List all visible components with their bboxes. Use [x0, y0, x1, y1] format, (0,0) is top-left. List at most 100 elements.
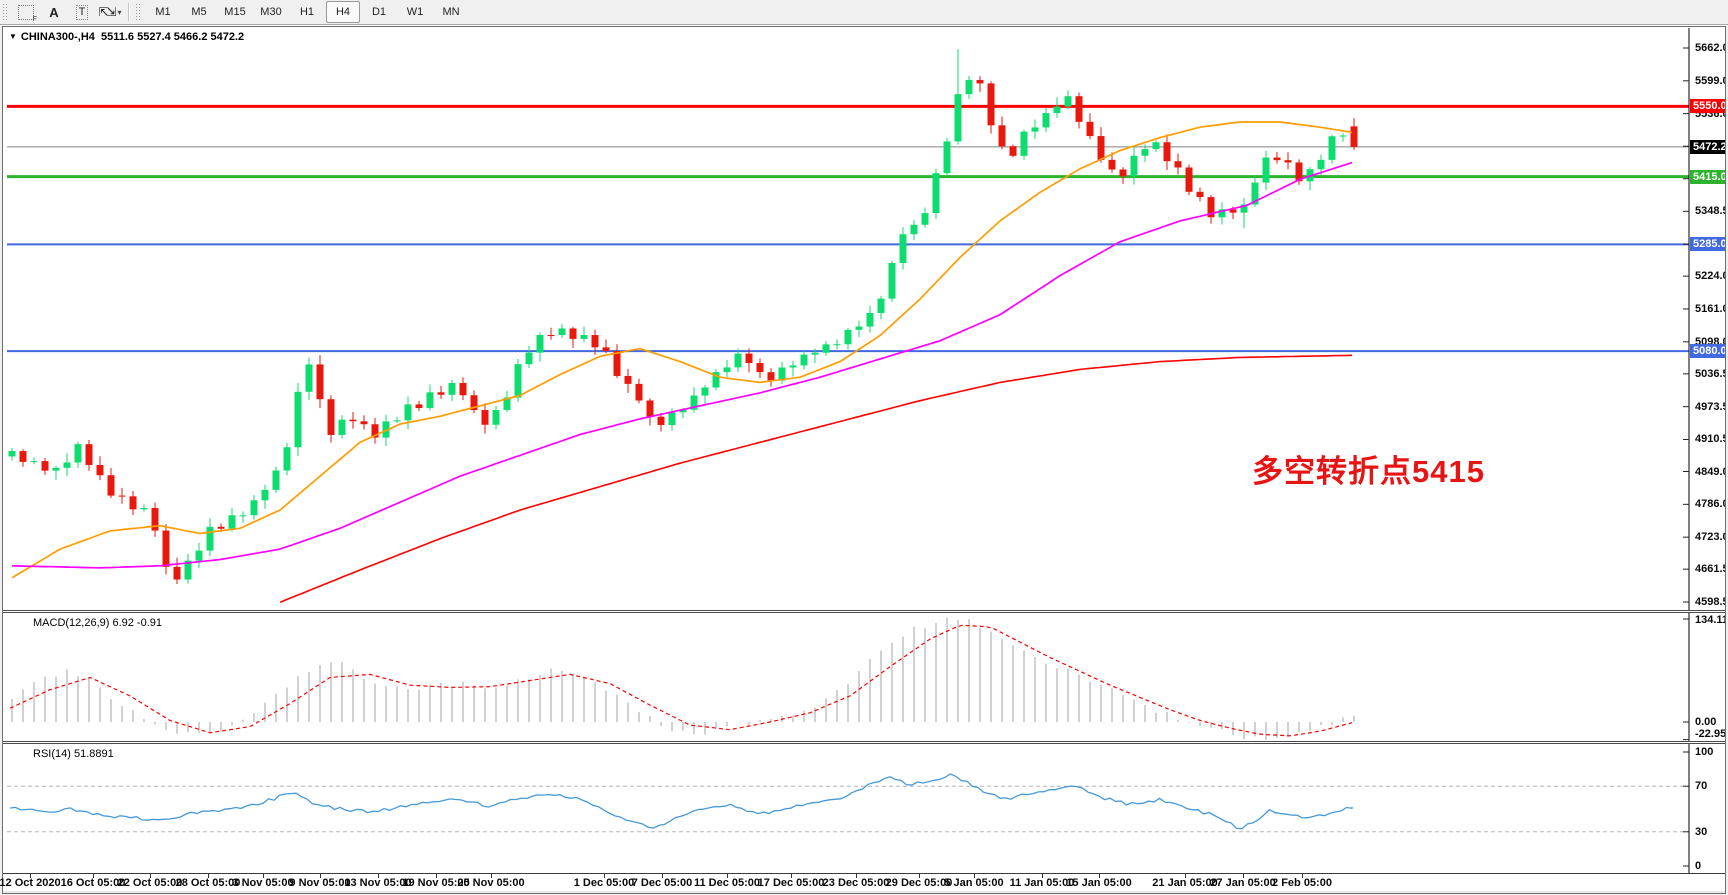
- time-axis-tick: [974, 874, 975, 878]
- price-chart-canvas[interactable]: [3, 28, 1691, 610]
- time-axis-tick: [604, 874, 605, 878]
- rsi-canvas[interactable]: [3, 744, 1691, 873]
- text-label-icon: A: [49, 4, 59, 20]
- time-axis-label: 22 Oct 05:00: [117, 877, 183, 889]
- timeframe-button-m1[interactable]: M1: [155, 6, 171, 18]
- current-price-badge: 5472.2: [1690, 139, 1725, 154]
- time-axis-tick: [1099, 874, 1100, 878]
- axis-tick-label: 4723.0: [1695, 531, 1725, 544]
- time-axis-tick: [856, 874, 857, 878]
- pane-splitter-2[interactable]: [3, 741, 1725, 744]
- time-axis-label: 1 Dec 05:00: [573, 877, 635, 889]
- text-box-button[interactable]: T: [69, 1, 95, 23]
- time-axis-label: 23 Dec 05:00: [822, 877, 890, 889]
- chevron-down-icon: ▼: [9, 32, 17, 41]
- timeframe-button-group: M1 M5 M15 M30 H1 H4 D1 W1 MN: [145, 1, 469, 23]
- macd-pane[interactable]: MACD(12,26,9) 6.92 -0.91 134.11 0.00 -22.9…: [3, 613, 1725, 741]
- time-axis-label: 3 Nov 05:00: [232, 877, 294, 889]
- time-axis-tick: [1243, 874, 1244, 878]
- time-axis-label: 27 Jan 05:00: [1210, 877, 1276, 889]
- time-axis-tick: [320, 874, 321, 878]
- axis-tick-label: 4598.5: [1695, 596, 1725, 608]
- time-axis-tick: [1302, 874, 1303, 878]
- axis-tick-label: 5662.0: [1695, 42, 1725, 54]
- timeframe-button-m30[interactable]: M30: [260, 6, 282, 18]
- time-axis-tick: [1185, 874, 1186, 878]
- axis-tick-label: 134.11: [1695, 614, 1725, 626]
- text-annotation[interactable]: 多空转折点5415: [1252, 454, 1485, 489]
- toolbar-grip-handle[interactable]: [2, 3, 9, 21]
- time-axis-tick: [662, 874, 663, 878]
- level-price-badge: 5080.0: [1690, 344, 1725, 359]
- time-axis-label: 15 Jan 05:00: [1066, 877, 1132, 889]
- axis-tick-label: 5224.0: [1695, 270, 1725, 283]
- axis-tick-label: 4910.5: [1695, 433, 1725, 446]
- pane-splitter[interactable]: [3, 610, 1725, 613]
- axis-tick-label: 70: [1695, 780, 1708, 793]
- time-axis[interactable]: 12 Oct 2020 16 Oct 05:00 22 Oct 05:00 28 Oc…: [0, 873, 1725, 892]
- time-axis-label: 2 Feb 05:00: [1272, 877, 1332, 889]
- text-label-button[interactable]: A: [41, 1, 67, 23]
- axis-tick-label: 4661.5: [1695, 563, 1725, 576]
- chart-legend[interactable]: ▼ CHINA300-,H4 5511.6 5527.4 5466.2 5472.…: [9, 31, 244, 43]
- time-axis-label: 28 Oct 05:00: [175, 877, 241, 889]
- time-axis-label: 5 Jan 05:00: [944, 877, 1004, 889]
- level-price-badge: 5415.0: [1690, 169, 1725, 184]
- time-axis-label: 11 Jan 05:00: [1009, 877, 1075, 889]
- rsi-label: RSI(14) 51.8891: [33, 748, 114, 760]
- time-axis-label: 12 Oct 2020: [0, 877, 61, 889]
- time-axis-label: 16 Oct 05:00: [60, 877, 126, 889]
- time-axis-label: 7 Dec 05:00: [631, 877, 693, 889]
- rsi-pane[interactable]: RSI(14) 51.8891 100 70 30 0: [3, 744, 1725, 873]
- time-axis-label: 21 Jan 05:00: [1152, 877, 1218, 889]
- time-axis-tick: [150, 874, 151, 878]
- time-axis-tick: [919, 874, 920, 878]
- axis-tick-label: 0: [1695, 860, 1702, 872]
- time-axis-tick: [208, 874, 209, 878]
- level-price-badge: 5550.0: [1690, 99, 1725, 114]
- bottom-strip: [3, 891, 1725, 893]
- level-price-badge: 5285.0: [1690, 237, 1725, 252]
- price-pane[interactable]: ▼ CHINA300-,H4 5511.6 5527.4 5466.2 5472.…: [3, 28, 1725, 610]
- axis-tick-label: 4849.0: [1695, 465, 1725, 478]
- time-axis-label: 29 Dec 05:00: [885, 877, 953, 889]
- timeframe-button-mn[interactable]: MN: [442, 6, 460, 18]
- toolbar: F A T ⇱⇲ ▾ M1 M5 M15 M30 H1 H4 D1 W1 MN: [0, 0, 1728, 25]
- toolbar-separator: [128, 3, 129, 21]
- axis-tick-label: 4786.0: [1695, 498, 1725, 511]
- axis-tick-label: 5599.0: [1695, 74, 1725, 87]
- timeframe-button-m5[interactable]: M5: [191, 6, 207, 18]
- time-axis-tick: [791, 874, 792, 878]
- timeframe-button-m15[interactable]: M15: [224, 6, 246, 18]
- time-axis-label: 17 Dec 05:00: [757, 877, 825, 889]
- snap-grid-button[interactable]: F: [13, 1, 39, 23]
- timeframe-button-h4[interactable]: H4: [326, 1, 360, 23]
- time-axis-tick: [1042, 874, 1043, 878]
- time-axis-tick: [30, 874, 31, 878]
- time-axis-tick: [378, 874, 379, 878]
- timeframe-button-d1[interactable]: D1: [371, 6, 387, 18]
- timeframe-button-w1[interactable]: W1: [406, 6, 424, 18]
- time-axis-tick: [93, 874, 94, 878]
- axis-tick-label: 0.00: [1695, 716, 1717, 728]
- axis-tick-label: 5036.5: [1695, 367, 1725, 380]
- macd-canvas[interactable]: [3, 613, 1691, 741]
- legend-symbol: CHINA300-,H4: [20, 31, 95, 43]
- toolbar-grip-handle-2[interactable]: [135, 3, 142, 21]
- time-axis-label: 13 Nov 05:00: [344, 877, 412, 889]
- macd-label: MACD(12,26,9) 6.92 -0.91: [33, 617, 163, 629]
- chart-window: ▼ CHINA300-,H4 5511.6 5527.4 5466.2 5472.…: [0, 26, 1726, 894]
- time-axis-tick: [727, 874, 728, 878]
- axis-tick-label: 100: [1695, 746, 1714, 758]
- chevron-down-icon: ▾: [117, 7, 122, 17]
- time-axis-label: 19 Nov 05:00: [402, 877, 470, 889]
- timeframe-button-h1[interactable]: H1: [299, 6, 315, 18]
- legend-ohlc: 5511.6 5527.4 5466.2 5472.2: [101, 31, 245, 43]
- arrow-objects-button[interactable]: ⇱⇲ ▾: [97, 1, 123, 23]
- time-axis-tick: [491, 874, 492, 878]
- text-box-icon: T: [75, 4, 89, 20]
- time-axis-label: 9 Nov 05:00: [289, 877, 351, 889]
- axis-tick-label: -22.95: [1695, 728, 1725, 740]
- axis-tick-label: 4973.5: [1695, 400, 1725, 413]
